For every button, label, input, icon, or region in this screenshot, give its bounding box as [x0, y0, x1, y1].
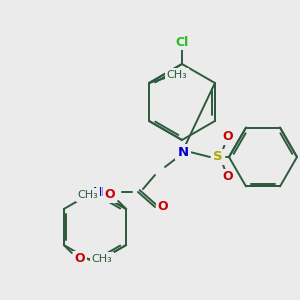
- Text: O: O: [223, 170, 233, 184]
- Text: CH₃: CH₃: [167, 70, 188, 80]
- Text: CH₃: CH₃: [78, 190, 99, 200]
- Text: O: O: [105, 188, 116, 202]
- Text: O: O: [158, 200, 168, 214]
- Text: Cl: Cl: [176, 35, 189, 49]
- Text: O: O: [223, 130, 233, 143]
- Text: NH: NH: [93, 185, 112, 199]
- Text: O: O: [74, 253, 85, 266]
- Text: N: N: [177, 146, 189, 158]
- Text: CH₃: CH₃: [92, 254, 112, 264]
- Text: S: S: [213, 151, 223, 164]
